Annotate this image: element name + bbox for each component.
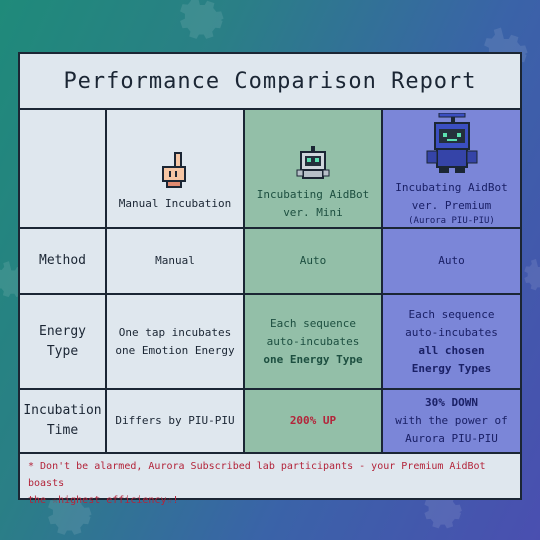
method-manual: Manual (107, 229, 245, 295)
comparison-card: Performance Comparison Report Manual Inc… (18, 52, 522, 506)
energy-premium-line4: Energy Types (411, 361, 492, 375)
gear-icon (180, 0, 224, 39)
method-premium: Auto (383, 229, 520, 295)
page-title: Performance Comparison Report (20, 54, 520, 110)
column-label-mini-line1: Incubating AidBot (256, 187, 370, 201)
energy-premium-line3: all chosen (418, 343, 485, 357)
energy-premium: Each sequence auto-incubates all chosen … (383, 295, 520, 390)
row-label-time-line1: Incubation (23, 403, 102, 418)
row-label-method: Method (20, 229, 107, 295)
column-label-premium-line3: (Aurora PIU-PIU) (408, 216, 495, 226)
time-premium-line1: 30% DOWN (425, 396, 478, 409)
time-premium: 30% DOWN with the power of Aurora PIU-PI… (383, 390, 520, 454)
time-mini: 200% UP (245, 390, 383, 454)
energy-mini-line3: one Energy Type (263, 352, 363, 366)
row-label-incubation-time: Incubation Time (20, 390, 107, 454)
column-label-mini-line2: ver. Mini (283, 205, 343, 219)
energy-mini-line2: auto-incubates (266, 334, 360, 348)
gear-icon (48, 489, 92, 535)
energy-mini-line1: Each sequence (269, 316, 357, 330)
energy-premium-line2: auto-incubates (405, 325, 498, 339)
time-premium-line3: Aurora PIU-PIU (405, 432, 498, 445)
energy-manual-line2: one Emotion Energy (115, 343, 235, 357)
gear-icon (524, 259, 540, 291)
header-corner-cell (20, 110, 107, 229)
footnote: * Don't be alarmed, Aurora Subscribed la… (20, 454, 520, 506)
footnote-line2: the ☆highest efficiency☆! (28, 495, 179, 506)
time-mini-value: 200% UP (289, 414, 337, 427)
time-premium-line2: with the power of (395, 414, 508, 427)
time-manual: Differs by PIU-PIU (107, 390, 245, 454)
pointing-hand-icon (162, 151, 186, 188)
method-mini: Auto (245, 229, 383, 295)
column-label-premium-line2: ver. Premium (411, 199, 492, 212)
row-label-energy-type: Energy Type (20, 295, 107, 390)
energy-mini: Each sequence auto-incubates one Energy … (245, 295, 383, 390)
energy-manual: One tap incubates one Emotion Energy (107, 295, 245, 390)
header-manual: Manual Incubation (107, 110, 245, 229)
column-label-premium-line1: Incubating AidBot (395, 181, 508, 194)
energy-manual-line1: One tap incubates (118, 325, 232, 339)
header-mini: Incubating AidBot ver. Mini (245, 110, 383, 229)
row-label-time-line2: Time (46, 423, 79, 438)
robot-mini-icon (296, 145, 330, 179)
footnote-line1: * Don't be alarmed, Aurora Subscribed la… (28, 461, 486, 489)
robot-premium-icon (425, 113, 478, 173)
column-label-manual: Manual Incubation (118, 196, 232, 210)
header-premium: Incubating AidBot ver. Premium (Aurora P… (383, 110, 520, 229)
comparison-table: Manual Incubation Incubating AidBot ver.… (20, 110, 520, 454)
energy-premium-line1: Each sequence (408, 307, 495, 321)
